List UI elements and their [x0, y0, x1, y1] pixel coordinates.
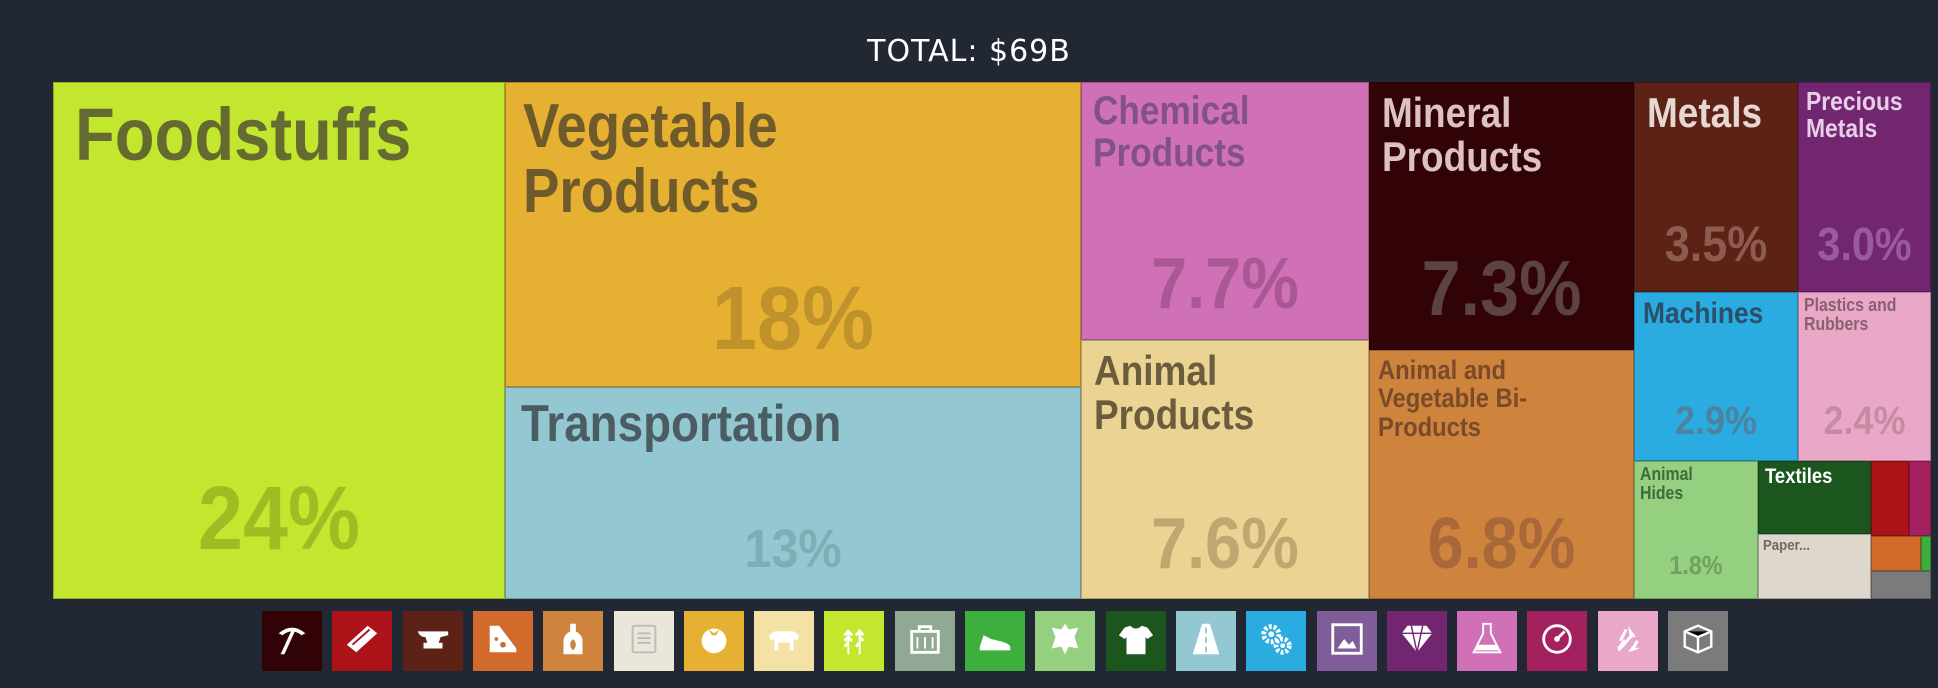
tile-share-value: 3.0% — [1817, 218, 1912, 270]
treemap-tile-14[interactable] — [1871, 461, 1909, 536]
wood-plank-legend-button[interactable] — [332, 611, 393, 671]
tile-label: Animal and Vegetable Bi-Products — [1377, 354, 1527, 442]
treemap-tile-transportation[interactable]: Transportation 13% — [505, 387, 1081, 599]
cow-legend-button[interactable] — [754, 611, 815, 671]
tile-label: Chemical Products — [1093, 89, 1250, 176]
boxes-icon — [1679, 620, 1717, 663]
tile-share-value: 2.9% — [1674, 399, 1758, 443]
tomato-icon — [695, 620, 733, 663]
tile-label: Vegetable Products — [523, 92, 779, 227]
treemap-tile-animal-hides[interactable]: Animal Hides 1.8% — [1634, 461, 1758, 599]
gears-legend-button[interactable] — [1246, 611, 1307, 671]
shirt-legend-button[interactable] — [1105, 611, 1166, 671]
tile-label: Metals — [1646, 88, 1762, 136]
scroll-icon — [625, 620, 663, 663]
treemap-tile-vegetable-products[interactable]: Vegetable Products 18% — [505, 82, 1081, 387]
treemap: Foodstuffs 24% Vegetable Products 18% Transp… — [53, 82, 1931, 599]
tile-label: Machines — [1643, 297, 1764, 331]
tile-label: Transportation — [520, 395, 841, 454]
tile-label: Textiles — [1764, 464, 1833, 488]
animal-hide-legend-button[interactable] — [1035, 611, 1096, 671]
anvil-legend-button[interactable] — [402, 611, 463, 671]
toolbox-legend-button[interactable] — [894, 611, 955, 671]
tile-share-value: 13% — [744, 519, 842, 579]
tile-share-value: 6.8% — [1427, 504, 1576, 584]
tile-label: Animal Hides — [1640, 464, 1693, 504]
cow-icon — [765, 620, 803, 663]
shoe-icon — [976, 620, 1014, 663]
treemap-tile-chemical-products[interactable]: Chemical Products 7.7% — [1081, 82, 1369, 340]
tile-share-value: 3.5% — [1664, 216, 1768, 272]
tomato-legend-button[interactable] — [683, 611, 744, 671]
treemap-tile-precious-metals[interactable]: Precious Metals 3.0% — [1798, 82, 1931, 292]
flask-legend-button[interactable] — [1457, 611, 1518, 671]
treemap-tile-animal-and-vegetable-bi-products[interactable]: Animal and Vegetable Bi-Products 6.8% — [1369, 350, 1634, 599]
anvil-icon — [414, 620, 452, 663]
tile-share-value: 2.4% — [1823, 399, 1906, 443]
scroll-legend-button[interactable] — [613, 611, 674, 671]
toolbox-icon — [906, 620, 944, 663]
tile-share-value: 18% — [711, 269, 875, 369]
wheat-legend-button[interactable] — [824, 611, 885, 671]
tile-label: Mineral Products — [1381, 88, 1542, 180]
animal-hide-icon — [1046, 620, 1084, 663]
treemap-tile-machines[interactable]: Machines 2.9% — [1634, 292, 1798, 461]
road-icon — [1187, 620, 1225, 663]
tile-share-value: 7.6% — [1151, 504, 1299, 584]
tile-share-value: 7.3% — [1421, 244, 1582, 332]
bottle-icon — [554, 620, 592, 663]
shirt-icon — [1117, 620, 1155, 663]
tile-label: Paper... — [1763, 536, 1811, 554]
diamond-legend-button[interactable] — [1386, 611, 1447, 671]
tile-share-value: 7.7% — [1151, 244, 1299, 324]
treemap-tile-16[interactable] — [1871, 536, 1921, 571]
chart-title: TOTAL: $69B — [867, 34, 1071, 69]
wheat-icon — [835, 620, 873, 663]
road-legend-button[interactable] — [1175, 611, 1236, 671]
treemap-tile-paper[interactable]: Paper... — [1758, 534, 1871, 599]
picture-frame-legend-button[interactable] — [1316, 611, 1377, 671]
shoe-legend-button[interactable] — [965, 611, 1025, 671]
pickaxe-icon — [273, 620, 311, 663]
gauge-icon — [1538, 620, 1576, 663]
gears-icon — [1257, 620, 1295, 663]
boxes-legend-button[interactable] — [1668, 611, 1728, 671]
recycle-icon — [1609, 620, 1647, 663]
gauge-legend-button[interactable] — [1527, 611, 1588, 671]
treemap-tile-animal-products[interactable]: Animal Products 7.6% — [1081, 340, 1369, 599]
stone-legend-button[interactable] — [472, 611, 533, 671]
tile-label: Foodstuffs — [74, 93, 412, 177]
tile-label: Plastics and Rubbers — [1804, 295, 1897, 335]
treemap-tile-17[interactable] — [1921, 536, 1931, 571]
tile-share-value: 1.8% — [1669, 550, 1723, 580]
tile-share-value: 24% — [197, 469, 361, 569]
stone-icon — [484, 620, 522, 663]
picture-frame-icon — [1328, 620, 1366, 663]
treemap-tile-18[interactable] — [1871, 571, 1931, 599]
bottle-legend-button[interactable] — [543, 611, 604, 671]
flask-icon — [1468, 620, 1506, 663]
treemap-tile-mineral-products[interactable]: Mineral Products 7.3% — [1369, 82, 1634, 350]
diamond-icon — [1398, 620, 1436, 663]
recycle-legend-button[interactable] — [1597, 611, 1658, 671]
treemap-tile-textiles[interactable]: Textiles — [1758, 461, 1871, 534]
treemap-tile-plastics-and-rubbers[interactable]: Plastics and Rubbers 2.4% — [1798, 292, 1931, 461]
treemap-tile-foodstuffs[interactable]: Foodstuffs 24% — [53, 82, 505, 599]
treemap-tile-metals[interactable]: Metals 3.5% — [1634, 82, 1798, 292]
wood-plank-icon — [343, 620, 381, 663]
tile-label: Precious Metals — [1806, 85, 1903, 143]
treemap-tile-15[interactable] — [1909, 461, 1931, 536]
pickaxe-legend-button[interactable] — [262, 611, 322, 671]
tile-label: Animal Products — [1093, 346, 1254, 438]
